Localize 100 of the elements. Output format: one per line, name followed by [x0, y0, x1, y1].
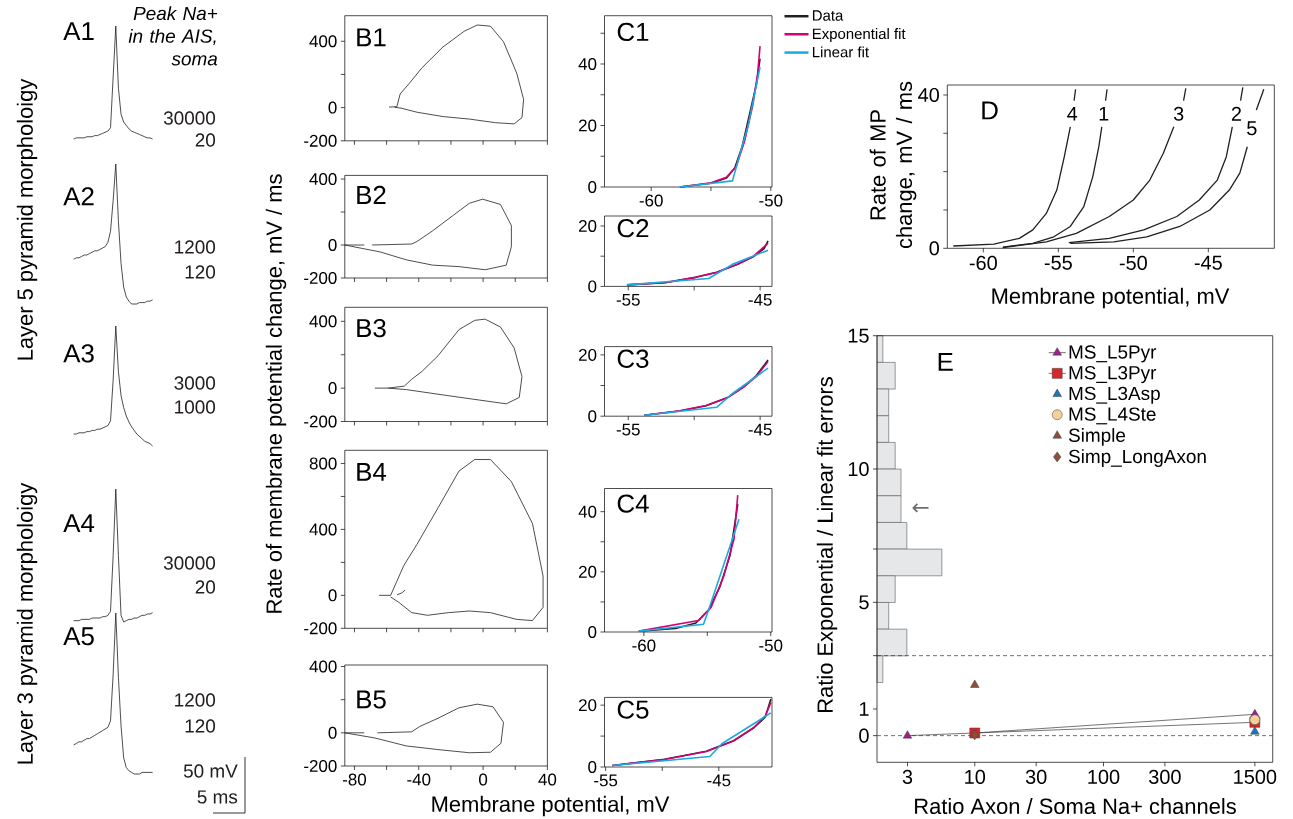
text: 1200 [175, 240, 216, 254]
x-tick-label: -55 [1044, 255, 1072, 270]
text: 1200 [175, 693, 216, 707]
y-tick-label: 0 [588, 181, 597, 193]
series-label: 5 [1247, 121, 1257, 136]
x-tick-label: 40 [538, 773, 557, 786]
y-tick-label: 0 [328, 239, 337, 252]
y-tick-label: 20 [579, 565, 597, 578]
legend-label: Exponential fit [812, 28, 906, 43]
x-tick-label: -45 [707, 774, 731, 787]
x-tick-label: -55 [616, 293, 640, 306]
text: A2 [63, 187, 94, 206]
chart-title: C5 [617, 700, 649, 719]
series-label: 4 [1067, 106, 1078, 121]
x-tick-label: 10 [965, 769, 986, 784]
text: A4 [63, 514, 95, 533]
y-tick-label: 0 [588, 761, 597, 774]
legend-label: Simp_LongAxon [1068, 449, 1206, 467]
y-tick-label: 0 [588, 280, 597, 293]
chart-title: B4 [357, 462, 387, 481]
y-axis-title: Layer 5 pyramid morpholoigy [16, 78, 38, 360]
text: 20 [195, 580, 216, 594]
text: 3000 [174, 376, 216, 390]
y-tick-label: 0 [328, 726, 337, 739]
text: 30000 [163, 556, 216, 570]
legend-label: Data [812, 10, 844, 21]
chart-subtitle: Peak Na+ in the AIS, soma [128, 6, 218, 66]
text: 120 [185, 265, 216, 279]
text: B5 [357, 690, 386, 709]
chart-title: A1 [63, 22, 94, 41]
y-tick-label: 0 [859, 728, 869, 743]
chart-title: A5 [63, 627, 94, 646]
chart-title: C2 [617, 219, 649, 238]
x-tick-label: 100 [1088, 769, 1120, 784]
x-tick-label: -50 [1119, 255, 1147, 270]
y-axis-title: Layer 3 pyramid morpholoigy [16, 482, 38, 764]
annotation: ← [912, 503, 929, 513]
chart-title: C1 [617, 22, 649, 42]
y-tick-label: 20 [579, 219, 597, 232]
x-tick-label: -80 [342, 773, 367, 786]
x-tick-label: -50 [759, 194, 783, 207]
legend-label: MS_L3Asp [1069, 386, 1160, 404]
x-axis-title: Ratio Axon / Soma Na+ channels [915, 797, 1236, 815]
y-tick-label: -200 [304, 622, 337, 635]
y-tick-label: 10 [848, 461, 869, 477]
legend-label: Simple [1068, 428, 1126, 446]
x-tick-label: -60 [639, 194, 663, 207]
x-tick-label: -60 [969, 255, 997, 270]
y-tick-label: 20 [579, 348, 597, 361]
y-tick-label: -200 [304, 760, 337, 773]
x-tick-label: 1500 [1234, 769, 1277, 784]
chart-title: D [982, 101, 998, 120]
text: E [938, 352, 953, 371]
series-label: 2 [1231, 106, 1241, 121]
y-tick-label: -200 [304, 415, 337, 428]
y-tick-label: -200 [304, 272, 337, 285]
text: 20 [195, 133, 216, 147]
chart-title: B2 [357, 185, 386, 204]
text: 50 mV [183, 764, 238, 778]
text: 30000 [163, 111, 216, 125]
y-tick-label: 0 [328, 382, 337, 395]
x-axis-title: Membrane potential, mV [992, 287, 1230, 309]
x-axis-title: Membrane potential, mV [432, 795, 670, 817]
y-tick-label: 20 [579, 699, 597, 712]
x-tick-label: 30 [1025, 769, 1047, 784]
x-tick-label: 3 [902, 769, 913, 784]
y-tick-label: 40 [578, 505, 597, 518]
y-tick-label: 0 [328, 101, 337, 114]
y-tick-label: 0 [588, 410, 597, 423]
y-axis-title: Rate of MP change, mV / ms [869, 81, 917, 249]
text: 5 ms [197, 790, 238, 804]
text: A3 [63, 344, 94, 363]
y-tick-label: 400 [309, 660, 337, 673]
chart-title: B1 [357, 28, 386, 47]
x-tick-label: -55 [594, 774, 618, 787]
y-tick-label: 0 [328, 589, 337, 602]
chart-title: C4 [617, 494, 649, 513]
y-tick-label: 400 [309, 35, 337, 48]
y-tick-label: 400 [309, 523, 337, 536]
legend-label: Linear fit [812, 46, 869, 58]
y-tick-label: 5 [859, 595, 869, 610]
y-axis-title: Ratio Exponential / Linear fit errors [816, 377, 838, 712]
x-tick-label: -60 [632, 639, 656, 652]
y-tick-label: 15 [848, 328, 869, 343]
chart-title: B3 [357, 318, 386, 338]
x-tick-label: 300 [1149, 769, 1181, 784]
y-tick-label: -200 [304, 134, 337, 147]
y-tick-label: 400 [309, 173, 337, 186]
y-axis-title: Rate of membrane potential change, mV / ms [265, 174, 287, 613]
y-tick-label: 40 [578, 57, 597, 70]
x-tick-label: 0 [479, 773, 488, 786]
legend-label: MS_L3Pyr [1069, 365, 1157, 384]
chart-title: C3 [617, 349, 649, 368]
y-tick-label: 0 [588, 626, 597, 639]
x-tick-label: -50 [759, 639, 783, 652]
x-tick-label: -45 [748, 293, 772, 306]
text: 120 [185, 719, 216, 733]
y-tick-label: 20 [579, 119, 597, 132]
legend-label: MS_L5Pyr [1069, 345, 1157, 363]
series-label: 1 [1099, 106, 1109, 121]
